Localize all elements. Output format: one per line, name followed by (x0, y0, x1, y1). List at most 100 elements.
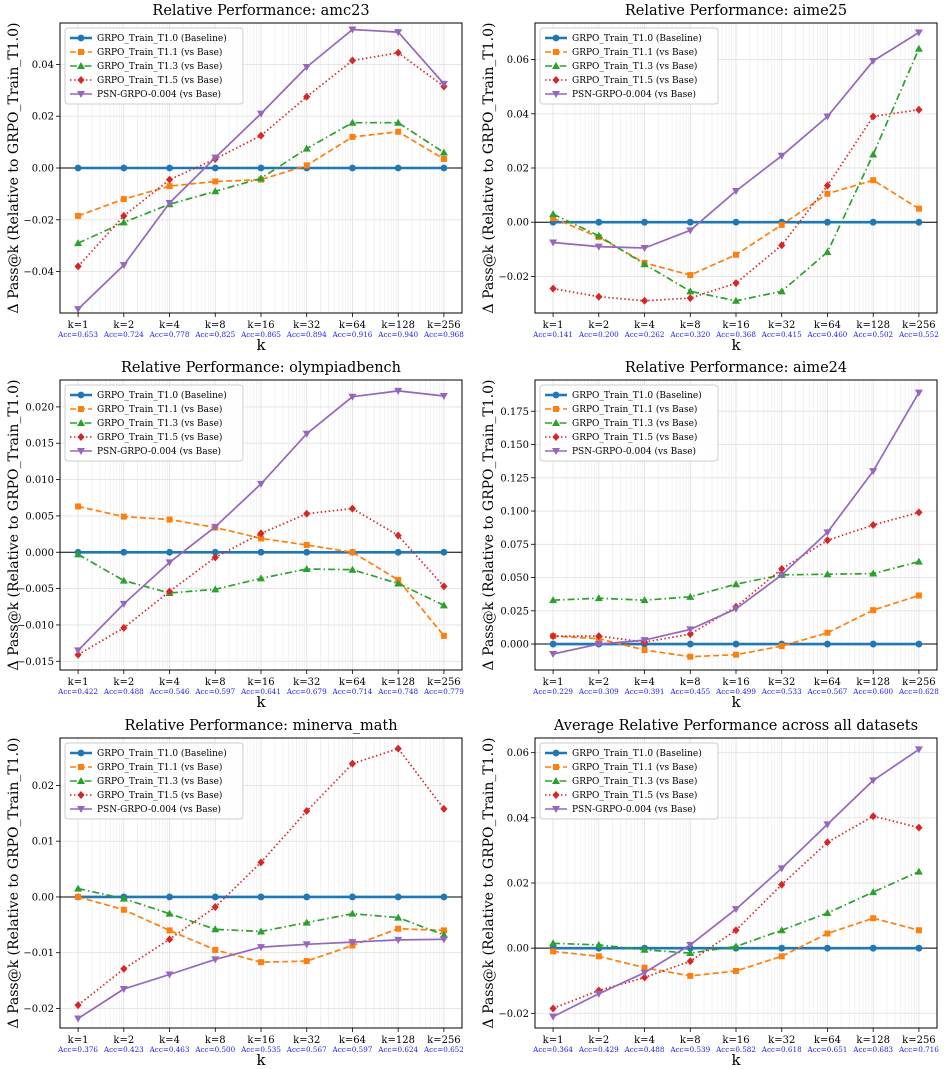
legend-entry: GRPO_Train_T1.0 (Baseline) (97, 748, 227, 759)
x-axis-label: k (731, 1051, 741, 1069)
legend-entry: GRPO_Train_T1.3 (vs Base) (97, 418, 222, 429)
acc-label: Acc=0.653 (57, 330, 98, 339)
y-tick-label: 0.150 (500, 440, 529, 451)
data-point (211, 548, 219, 556)
data-point (440, 927, 447, 934)
data-point (777, 571, 786, 579)
panel-2: −0.020.000.020.040.06k=1Acc=0.141k=2Acc=… (481, 3, 939, 354)
y-tick-label: 0.06 (507, 55, 529, 66)
data-point (394, 118, 403, 126)
acc-label: Acc=0.567 (286, 1045, 327, 1054)
acc-label: Acc=0.597 (194, 687, 235, 696)
acc-label: Acc=0.825 (194, 330, 235, 339)
x-tick-label: k=32 (293, 1035, 320, 1046)
data-point (777, 865, 786, 873)
data-point (120, 211, 128, 220)
x-tick-label: k=2 (588, 677, 609, 688)
data-point (394, 913, 403, 921)
data-point (303, 548, 311, 556)
panel-title: Relative Performance: amc23 (152, 3, 369, 19)
data-point (549, 284, 557, 293)
y-tick-label: 0.050 (500, 573, 529, 584)
acc-label: Acc=0.600 (852, 687, 893, 696)
data-point (732, 188, 740, 196)
data-point (914, 389, 923, 397)
data-point (594, 243, 603, 251)
data-point (870, 177, 877, 184)
data-point (211, 553, 219, 562)
panel-title: Relative Performance: olympiadbench (121, 360, 401, 376)
panel-title: Average Relative Performance across all … (553, 718, 918, 734)
x-tick-label: k=64 (814, 320, 841, 331)
data-point (440, 164, 448, 172)
data-point (686, 957, 694, 966)
data-point (440, 548, 448, 556)
data-point (119, 576, 128, 584)
data-point (303, 509, 311, 518)
acc-label: Acc=0.968 (423, 330, 464, 339)
acc-label: Acc=0.368 (715, 330, 756, 339)
data-point (869, 468, 878, 476)
data-point (257, 110, 265, 118)
data-point (687, 653, 694, 660)
data-point (211, 893, 219, 901)
acc-label: Acc=0.618 (761, 1045, 802, 1054)
data-point (823, 529, 832, 537)
legend-marker (77, 749, 85, 757)
data-point (550, 948, 557, 955)
legend-marker (77, 791, 85, 799)
legend-marker (77, 448, 85, 455)
legend-entry: GRPO_Train_T1.3 (vs Base) (572, 418, 697, 429)
legend-marker (78, 49, 84, 55)
data-point (440, 632, 447, 639)
data-point (641, 647, 648, 654)
x-tick-label: k=8 (205, 1035, 226, 1046)
data-point (257, 548, 265, 556)
legend-marker (552, 777, 560, 784)
panel-title: Relative Performance: aime24 (625, 360, 847, 376)
legend-marker (552, 91, 560, 98)
data-point (394, 387, 403, 395)
y-tick-label: −0.02 (498, 1009, 529, 1020)
legend-entry: GRPO_Train_T1.1 (vs Base) (572, 47, 697, 58)
data-point (348, 565, 357, 573)
data-point (394, 48, 402, 57)
data-point (595, 218, 603, 226)
data-point (549, 939, 558, 947)
legend-entry: GRPO_Train_T1.0 (Baseline) (572, 390, 702, 401)
legend-marker (77, 419, 85, 426)
y-axis-label: Δ Pass@k (Relative to GRPO_Train_T1.0) (481, 380, 497, 671)
acc-label: Acc=0.364 (532, 1045, 573, 1054)
legend-entry: GRPO_Train_T1.1 (vs Base) (572, 404, 697, 415)
acc-label: Acc=0.488 (103, 687, 144, 696)
data-point (74, 650, 82, 659)
y-tick-label: 0.015 (25, 439, 54, 450)
data-point (166, 183, 173, 190)
legend-marker (78, 406, 84, 412)
legend-entry: GRPO_Train_T1.5 (vs Base) (97, 790, 222, 801)
data-point (211, 187, 220, 195)
data-point (74, 647, 83, 655)
data-point (120, 513, 127, 520)
data-point (778, 944, 786, 952)
data-point (166, 927, 173, 934)
x-tick-label: k=2 (588, 320, 609, 331)
x-tick-label: k=16 (722, 320, 749, 331)
data-point (165, 587, 174, 596)
data-point (549, 640, 557, 648)
acc-label: Acc=0.429 (578, 1045, 619, 1054)
series-line-3 (553, 870, 920, 954)
data-point (302, 918, 311, 926)
x-tick-label: k=8 (680, 677, 701, 688)
legend-marker (77, 777, 85, 784)
legend-entry: GRPO_Train_T1.1 (vs Base) (97, 47, 222, 58)
data-point (732, 942, 740, 950)
data-point (640, 637, 649, 645)
panel-5: −0.02−0.010.000.010.02k=1Acc=0.376k=2Acc… (6, 718, 464, 1069)
x-tick-label: k=2 (113, 677, 134, 688)
x-tick-label: k=128 (381, 677, 415, 688)
legend-entry: GRPO_Train_T1.5 (vs Base) (572, 75, 697, 86)
legend-marker (552, 433, 560, 441)
acc-label: Acc=0.552 (898, 330, 939, 339)
data-point (823, 908, 832, 916)
